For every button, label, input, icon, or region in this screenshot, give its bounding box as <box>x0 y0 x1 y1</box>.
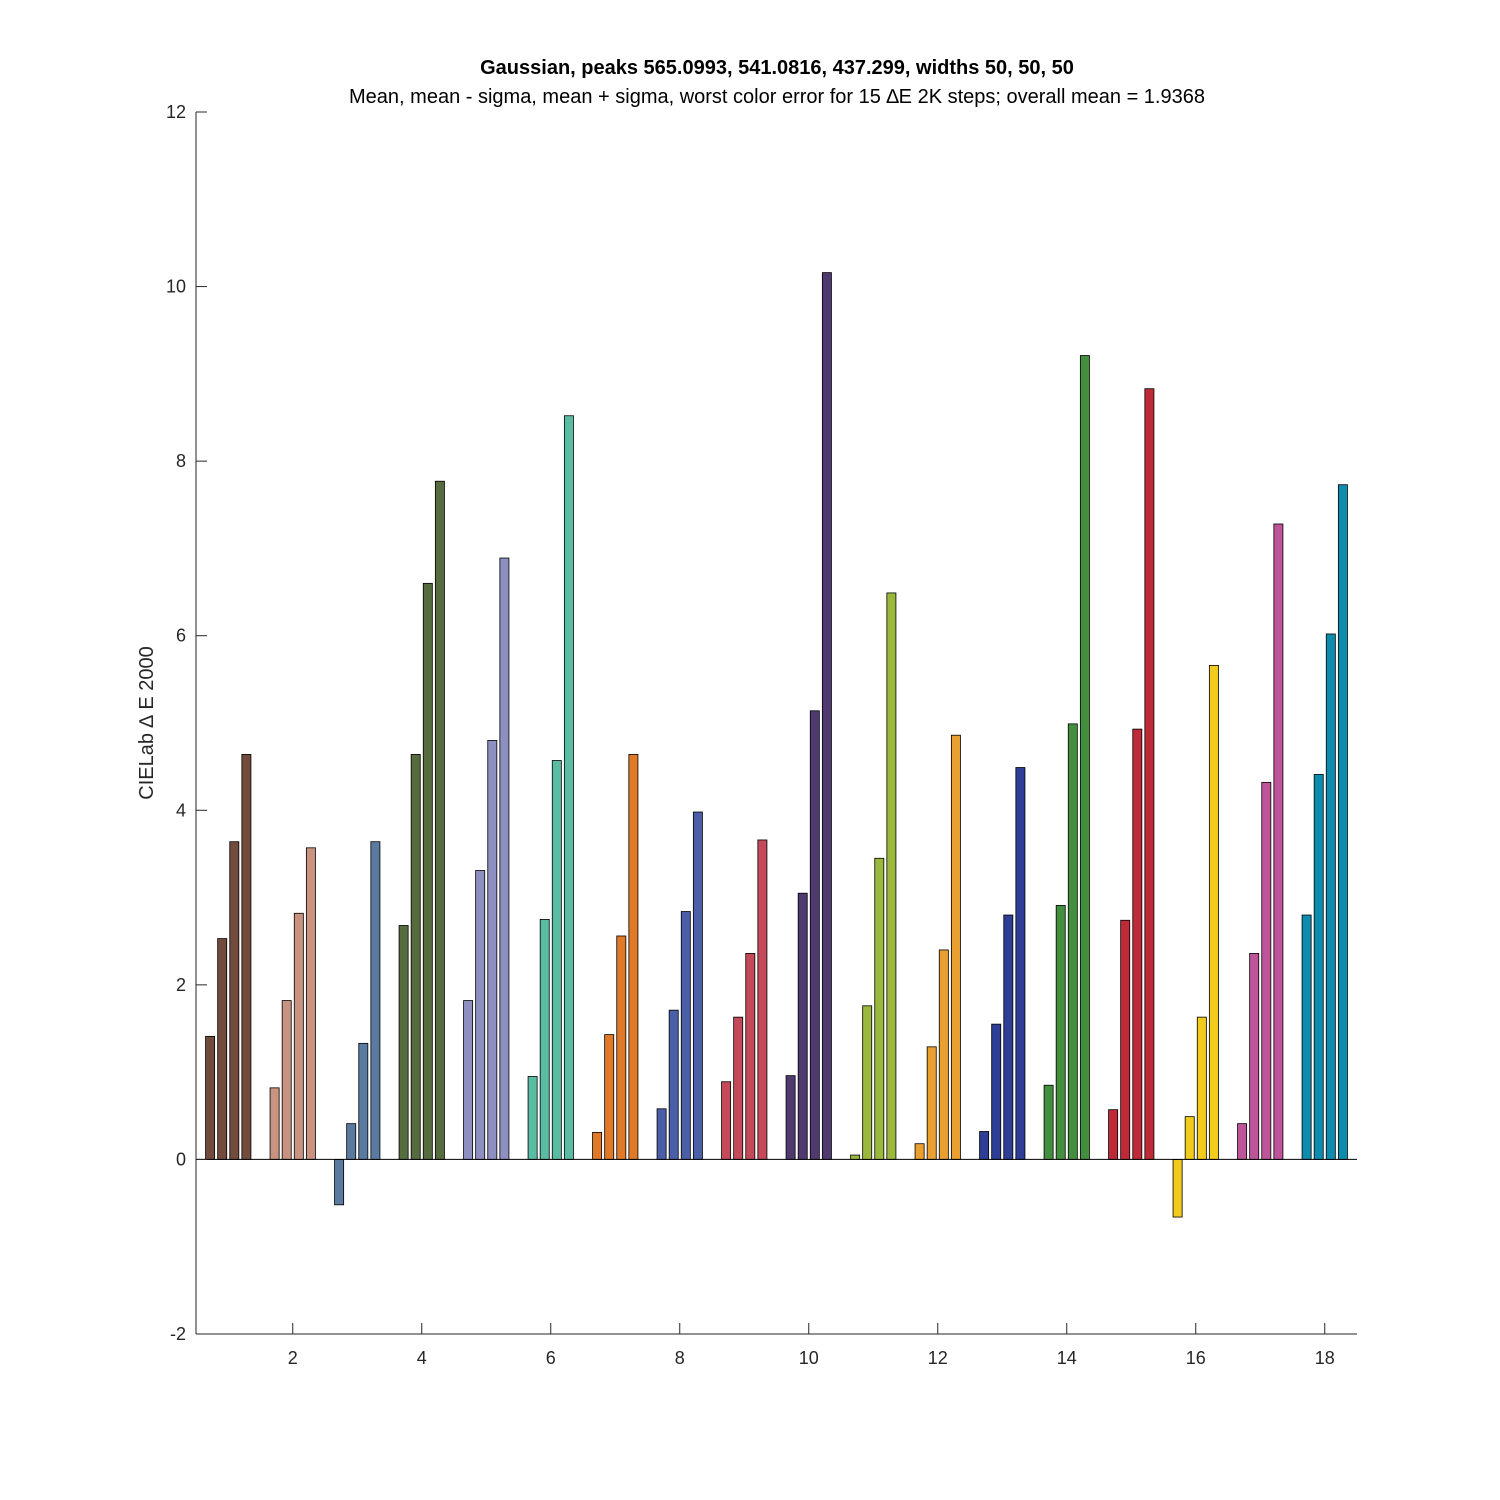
bar-group-10-mean-sigma <box>785 1075 796 1160</box>
bar-group-14-worst <box>1079 355 1090 1160</box>
bar-group-10-mean-sigma <box>809 710 820 1160</box>
bar-group-8-mean-sigma <box>656 1108 667 1160</box>
bar-group-6-mean <box>539 918 550 1160</box>
bar-group-5-worst <box>499 557 510 1160</box>
bar-group-15-mean <box>1120 919 1131 1160</box>
bar-group-1-worst <box>241 754 252 1160</box>
bar-group-13-mean-sigma <box>979 1131 990 1160</box>
bar-group-4-mean <box>410 754 421 1160</box>
bar-group-5-mean-sigma <box>463 1000 474 1160</box>
bar-group-9-mean <box>733 1016 744 1160</box>
bar-group-18-worst <box>1337 484 1348 1160</box>
bar-group-16-mean-sigma <box>1196 1016 1207 1160</box>
bar-group-11-worst <box>886 592 897 1160</box>
bar-group-11-mean-sigma <box>874 857 885 1160</box>
bar-group-1-mean-sigma <box>229 841 240 1160</box>
bar-group-11-mean <box>862 1005 873 1160</box>
x-tick-label: 14 <box>1057 1348 1077 1368</box>
bar-group-1-mean <box>217 938 228 1160</box>
bar-group-12-mean <box>926 1046 937 1160</box>
bar-group-16-mean <box>1184 1116 1195 1160</box>
bar-group-13-mean <box>991 1023 1002 1160</box>
bar-group-4-mean-sigma <box>398 925 409 1160</box>
bar-group-3-mean-sigma <box>358 1042 369 1160</box>
bar-group-18-mean <box>1313 774 1324 1160</box>
bar-group-8-mean <box>668 1009 679 1160</box>
bar-group-17-mean-sigma <box>1237 1123 1248 1160</box>
bar-group-8-worst <box>692 811 703 1160</box>
bar-group-11-mean-sigma <box>850 1154 861 1160</box>
bar-group-7-mean <box>604 1034 615 1160</box>
bar-group-15-mean-sigma <box>1108 1109 1119 1160</box>
bar-group-14-mean-sigma <box>1043 1084 1054 1160</box>
bar-group-3-mean-sigma <box>334 1159 345 1206</box>
y-tick-label: 6 <box>176 626 186 646</box>
bar-group-2-mean-sigma <box>293 912 304 1160</box>
bar-group-16-mean-sigma <box>1172 1159 1183 1218</box>
axes-group: -2 0 2 4 6 8 10 12 2 4 6 8 10 12 14 16 18 <box>166 102 1357 1368</box>
bar-group-17-mean <box>1249 953 1260 1160</box>
bar-group-3-worst <box>370 841 381 1160</box>
bar-group-18-mean-sigma <box>1325 633 1336 1160</box>
bar-group-17-mean-sigma <box>1261 781 1272 1160</box>
x-tick-label: 4 <box>417 1348 427 1368</box>
bar-group-15-worst <box>1144 388 1155 1160</box>
bar-group-3-mean <box>346 1123 357 1160</box>
bar-group-7-worst <box>628 754 639 1160</box>
x-tick-label: 10 <box>799 1348 819 1368</box>
bar-group-12-worst <box>950 734 961 1160</box>
bar-group-8-mean-sigma <box>680 911 691 1160</box>
bar-group-2-mean-sigma <box>269 1087 280 1160</box>
bar-group-6-worst <box>563 415 574 1160</box>
bar-group-15-mean-sigma <box>1132 728 1143 1160</box>
bar-group-9-mean-sigma <box>745 953 756 1160</box>
bars-group <box>205 272 1348 1218</box>
y-tick-label: 10 <box>166 277 186 297</box>
bar-group-16-worst <box>1208 664 1219 1160</box>
x-tick-label: 12 <box>928 1348 948 1368</box>
bar-group-10-mean <box>797 892 808 1160</box>
bar-group-7-mean-sigma <box>616 935 627 1160</box>
chart-subtitle: Mean, mean - sigma, mean + sigma, worst … <box>349 86 1205 108</box>
bar-group-14-mean <box>1055 905 1066 1160</box>
bar-group-2-mean <box>281 1000 292 1160</box>
bar-group-1-mean-sigma <box>205 1035 216 1160</box>
bar-group-7-mean-sigma <box>592 1131 603 1160</box>
y-tick-label: 4 <box>176 800 186 820</box>
chart-title: Gaussian, peaks 565.0993, 541.0816, 437.… <box>480 57 1074 79</box>
y-tick-label: 2 <box>176 975 186 995</box>
x-tick-label: 18 <box>1315 1348 1335 1368</box>
bar-group-12-mean-sigma <box>938 949 949 1160</box>
bar-group-6-mean-sigma <box>527 1076 538 1160</box>
bar-group-14-mean-sigma <box>1067 723 1078 1160</box>
y-tick-label: 12 <box>166 102 186 122</box>
x-tick-label: 2 <box>288 1348 298 1368</box>
x-tick-label: 16 <box>1186 1348 1206 1368</box>
bar-group-9-worst <box>757 839 768 1160</box>
y-tick-label: -2 <box>170 1324 186 1344</box>
y-axis-label: CIELab ∆ E 2000 <box>136 646 158 799</box>
bar-group-4-worst <box>434 480 445 1160</box>
bar-group-4-mean-sigma <box>422 582 433 1160</box>
bar-group-13-worst <box>1015 767 1026 1160</box>
x-tick-label: 6 <box>546 1348 556 1368</box>
bar-group-10-worst <box>821 272 832 1160</box>
bar-group-6-mean-sigma <box>551 760 562 1160</box>
x-tick-label: 8 <box>675 1348 685 1368</box>
bar-group-17-worst <box>1273 523 1284 1160</box>
y-tick-label: 0 <box>176 1149 186 1169</box>
bar-group-9-mean-sigma <box>721 1081 732 1160</box>
y-tick-label: 8 <box>176 451 186 471</box>
bar-group-2-worst <box>305 847 316 1160</box>
bar-group-12-mean-sigma <box>914 1143 925 1160</box>
bar-group-13-mean-sigma <box>1003 914 1014 1160</box>
bar-group-5-mean-sigma <box>487 740 498 1160</box>
bar-group-18-mean-sigma <box>1301 914 1312 1160</box>
bar-group-5-mean <box>475 870 486 1160</box>
